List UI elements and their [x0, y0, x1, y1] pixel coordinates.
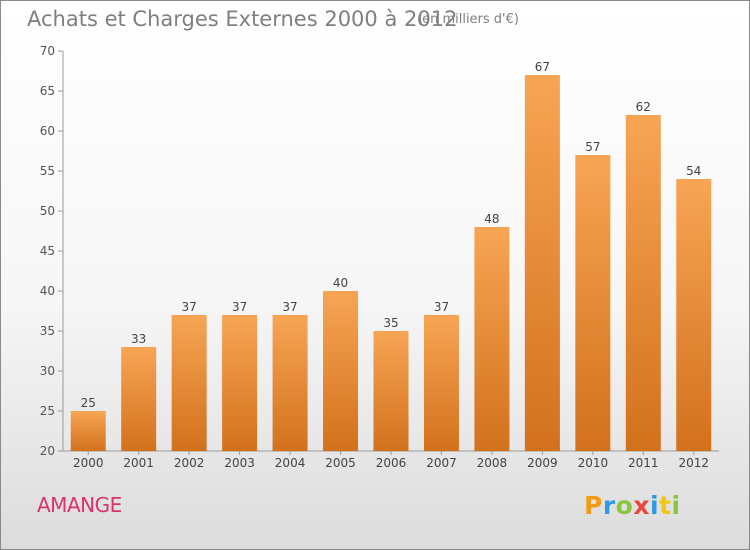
data-label: 54 — [686, 164, 701, 178]
logo-letter: t — [659, 491, 672, 520]
bar — [676, 179, 712, 451]
logo-letter: r — [602, 491, 616, 520]
bar — [222, 315, 258, 451]
y-tick-label: 55 — [40, 164, 55, 178]
x-tick-label: 2000 — [73, 456, 104, 470]
data-label: 37 — [182, 300, 197, 314]
data-label: 40 — [333, 276, 348, 290]
bar — [171, 315, 207, 451]
y-tick-label: 70 — [40, 44, 55, 58]
logo-letter: i — [650, 491, 660, 520]
x-tick-label: 2002 — [174, 456, 205, 470]
data-label: 33 — [131, 332, 146, 346]
y-tick-label: 60 — [40, 124, 55, 138]
data-label: 57 — [585, 140, 600, 154]
chart-title: Achats et Charges Externes 2000 à 2012 — [27, 7, 458, 31]
bar — [474, 227, 510, 451]
x-tick-label: 2003 — [224, 456, 255, 470]
data-label: 67 — [535, 60, 550, 74]
place-name: AMANGE — [37, 493, 122, 517]
data-label: 37 — [434, 300, 449, 314]
y-tick-label: 25 — [40, 404, 55, 418]
bar — [70, 411, 106, 451]
x-tick-label: 2006 — [376, 456, 407, 470]
bar — [272, 315, 308, 451]
logo-letter: x — [633, 491, 650, 520]
proxiti-logo[interactable]: Proxiti — [584, 491, 681, 520]
x-tick-label: 2005 — [325, 456, 356, 470]
y-tick-label: 40 — [40, 284, 55, 298]
data-label: 37 — [282, 300, 297, 314]
bar — [323, 291, 359, 451]
data-label: 25 — [81, 396, 96, 410]
y-tick-label: 50 — [40, 204, 55, 218]
y-tick-label: 20 — [40, 444, 55, 458]
data-label: 37 — [232, 300, 247, 314]
x-tick-label: 2010 — [578, 456, 609, 470]
data-label: 35 — [383, 316, 398, 330]
x-tick-label: 2001 — [123, 456, 154, 470]
x-tick-label: 2007 — [426, 456, 457, 470]
x-tick-label: 2004 — [275, 456, 306, 470]
logo-letter: i — [671, 491, 681, 520]
bar — [373, 331, 409, 451]
x-tick-label: 2011 — [628, 456, 659, 470]
data-label: 62 — [636, 100, 651, 114]
x-tick-label: 2012 — [678, 456, 709, 470]
data-label: 48 — [484, 212, 499, 226]
chart-subtitle: (en milliers d'€) — [417, 12, 519, 27]
bar — [524, 75, 560, 451]
y-tick-label: 45 — [40, 244, 55, 258]
bar — [575, 155, 611, 451]
y-tick-label: 65 — [40, 84, 55, 98]
logo-letter: P — [584, 491, 603, 520]
logo-letter: o — [615, 491, 634, 520]
y-tick-label: 35 — [40, 324, 55, 338]
bar — [625, 115, 661, 451]
y-tick-label: 30 — [40, 364, 55, 378]
x-tick-label: 2008 — [477, 456, 508, 470]
bar — [121, 347, 157, 451]
bar — [423, 315, 459, 451]
x-tick-label: 2009 — [527, 456, 558, 470]
